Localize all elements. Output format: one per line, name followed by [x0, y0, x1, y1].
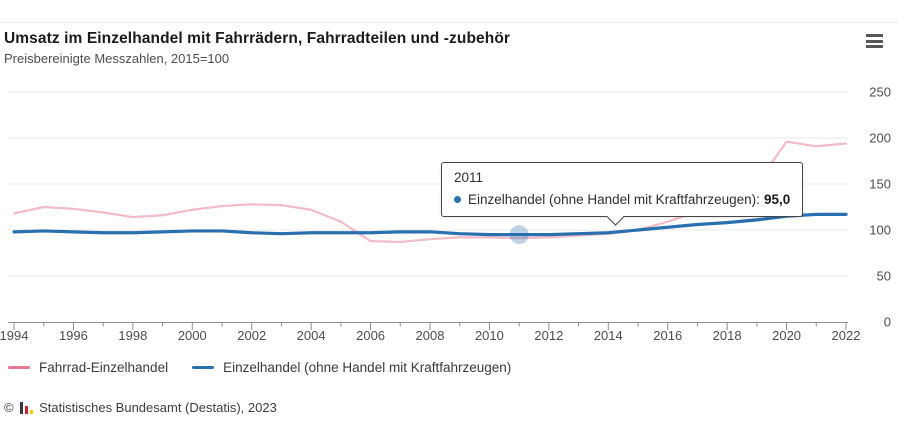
y-axis-label: 200 [869, 131, 891, 146]
x-axis-label: 1996 [59, 328, 88, 343]
chart-title: Umsatz im Einzelhandel mit Fahrrädern, F… [4, 30, 511, 47]
x-axis-label: 2020 [772, 328, 801, 343]
y-axis-label: 0 [884, 315, 891, 330]
legend-item-fahrrad-einzelhandel[interactable]: Fahrrad-Einzelhandel [8, 360, 168, 375]
logo-bar [19, 401, 24, 414]
copyright-symbol: © [4, 400, 14, 415]
source-line: © Statistisches Bundesamt (Destatis), 20… [4, 400, 277, 415]
y-axis-label: 50 [877, 269, 891, 284]
hamburger-menu-icon[interactable] [866, 34, 883, 51]
highlighted-point[interactable] [509, 225, 529, 245]
x-axis-label: 2010 [475, 328, 504, 343]
tooltip-row: Einzelhandel (ohne Handel mit Kraftfahrz… [454, 190, 790, 209]
source-text: Statistisches Bundesamt (Destatis), 2023 [39, 400, 277, 415]
hamburger-bar [866, 45, 883, 48]
logo-bar [29, 409, 34, 414]
y-axis-label: 100 [869, 223, 891, 238]
hamburger-bar [866, 34, 883, 37]
legend-swatch-icon [192, 366, 215, 369]
x-axis-label: 2014 [594, 328, 623, 343]
x-axis-label: 2016 [653, 328, 682, 343]
legend-label: Fahrrad-Einzelhandel [39, 360, 169, 375]
legend: Fahrrad-Einzelhandel Einzelhandel (ohne … [8, 360, 511, 375]
x-axis-label: 2004 [297, 328, 326, 343]
x-axis-label: 1998 [118, 328, 147, 343]
logo-bar [24, 405, 29, 414]
x-axis-label: 2008 [416, 328, 445, 343]
x-axis-label: 1994 [0, 328, 28, 343]
y-axis-label: 150 [869, 177, 891, 192]
hamburger-bar [866, 39, 883, 43]
plot-area[interactable]: 1994 1996 1998 2000 2002 2004 2006 2008 2010 2012… [0, 0, 898, 348]
series-line-einzelhandel-ohne-kfz[interactable] [12, 212, 848, 237]
tooltip-year: 2011 [454, 170, 484, 185]
series-bullet-icon [454, 196, 461, 203]
x-axis-label: 2000 [178, 328, 207, 343]
y-axis-label: 250 [869, 85, 891, 100]
legend-item-einzelhandel-ohne-kfz[interactable]: Einzelhandel (ohne Handel mit Kraftfahrz… [192, 360, 511, 375]
x-axis-label: 2018 [713, 328, 742, 343]
tooltip-series-label: Einzelhandel (ohne Handel mit Kraftfahrz… [468, 192, 760, 207]
x-axis-label: 2022 [832, 328, 861, 343]
legend-swatch-icon [8, 366, 30, 369]
tooltip: 2011 Einzelhandel (ohne Handel mit Kraft… [441, 162, 804, 226]
tooltip-value: 95,0 [763, 192, 791, 207]
x-axis-label: 2006 [356, 328, 385, 343]
chart-subtitle: Preisbereinigte Messzahlen, 2015=100 [4, 51, 230, 66]
top-divider [0, 22, 898, 23]
legend-label: Einzelhandel (ohne Handel mit Kraftfahrz… [223, 360, 512, 375]
x-axis-label: 2012 [534, 328, 563, 343]
x-axis-label: 2002 [237, 328, 266, 343]
destatis-logo-icon [19, 401, 34, 414]
